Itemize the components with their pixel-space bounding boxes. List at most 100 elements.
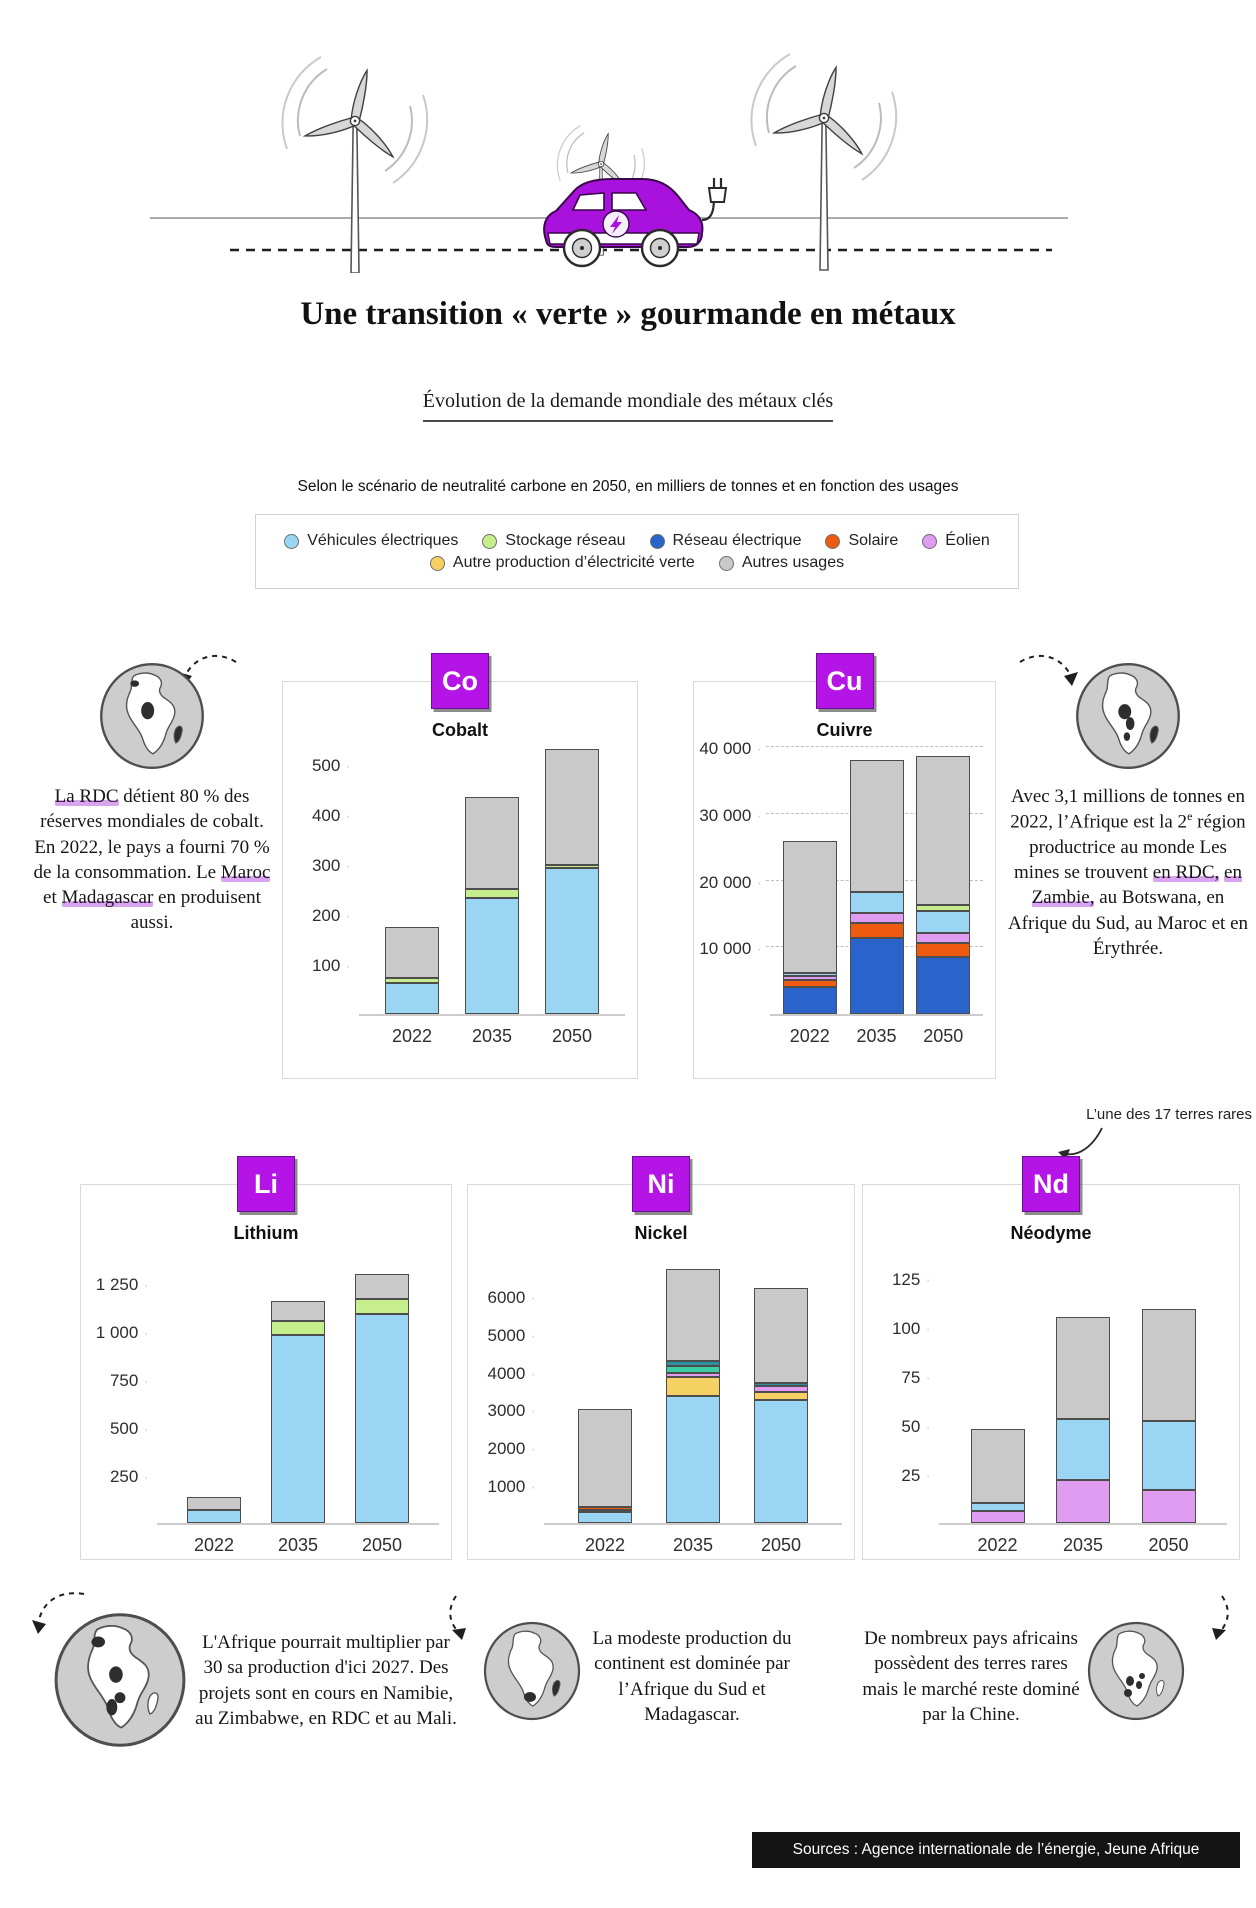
text-run: et (43, 887, 62, 909)
y-tick-label: 6000 (488, 1288, 537, 1307)
bar-segment-autres (187, 1497, 241, 1510)
metal-name: Néodyme (1010, 1223, 1092, 1243)
legend-dot-icon (649, 533, 665, 549)
bar-segment-reseau (666, 1361, 720, 1366)
bar-segment-autres (271, 1301, 325, 1322)
bar-segment-autre_prod (754, 1391, 808, 1400)
x-tick-label: 2035 (856, 1026, 897, 1046)
x-axis-labels: 2022 2035 2050 (359, 1026, 625, 1047)
y-tick-label: 200 (312, 907, 351, 925)
africa-globe-icon (1074, 662, 1182, 770)
legend-row: Autre production d’électricité verte Autr… (266, 554, 1008, 572)
electric-car-icon (543, 178, 728, 268)
bar-segment-ve (545, 868, 599, 1014)
legend-dot-icon (825, 533, 841, 549)
x-tick-label: 2035 (277, 1535, 319, 1555)
y-tick-label: 30 000 (699, 807, 762, 825)
highlighted-text: en RDC, (1152, 862, 1220, 884)
x-tick-label: 2022 (584, 1535, 626, 1555)
x-tick-label: 2050 (361, 1535, 403, 1555)
note-cobalt-text: La RDC détient 80 % des réserves mondial… (28, 784, 276, 936)
legend-item-stockage: Stockage réseau (482, 532, 626, 550)
y-axis: 250 500 750 1 000 1 250 (87, 1260, 157, 1525)
y-tick-label: 75 (901, 1368, 931, 1387)
x-tick-label: 2050 (760, 1535, 802, 1555)
bar-segment-ve (666, 1396, 720, 1523)
note-nickel: La modeste production du continent est d… (586, 1626, 798, 1727)
metal-name: Cuivre (816, 720, 873, 740)
bar-2022 (385, 926, 439, 1014)
metal-name: Cobalt (432, 720, 488, 740)
bar-segment-autres (970, 1428, 1025, 1504)
y-tick-label: 500 (312, 757, 351, 775)
wheel-icon (562, 228, 602, 268)
bar-segment-stockage (465, 889, 519, 898)
note-lithium-text: L'Afrique pourrait multiplier par 30 sa … (195, 1632, 457, 1729)
bar-segment-ve (754, 1399, 808, 1523)
bar-segment-ve (1141, 1420, 1196, 1490)
bar-segment-solaire (782, 980, 837, 987)
bar-2035 (666, 1269, 720, 1523)
y-tick-label: 20 000 (699, 873, 762, 892)
bar-segment-eolien (1056, 1479, 1110, 1523)
legend-item-autre_prod: Autre production d’électricité verte (429, 554, 695, 572)
metal-name: Lithium (233, 1223, 299, 1243)
y-tick-label: 1 250 (96, 1275, 149, 1294)
y-tick-label: 1 000 (96, 1323, 149, 1342)
y-tick-label: 400 (312, 807, 351, 825)
lightning-icon (610, 215, 622, 234)
bar-segment-stockage (271, 1321, 325, 1335)
sources-bar: Sources : Agence internationale de l’éne… (752, 1832, 1240, 1868)
legend-row: Véhicules électriques Stockage réseau Rése… (266, 532, 1008, 550)
y-tick-label: 2000 (488, 1440, 537, 1458)
highlighted-text: La RDC (54, 786, 119, 807)
legend-label: Autre production d’électricité verte (452, 554, 695, 571)
legend-dot-icon (922, 533, 938, 549)
bar-2022 (782, 840, 837, 1014)
bar-2035 (849, 760, 904, 1014)
bar-segment-reseau (782, 986, 837, 1014)
x-axis-labels: 2022 2035 2050 (157, 1535, 439, 1556)
plot-area (939, 1260, 1227, 1525)
element-badge-co: Co (431, 653, 489, 709)
wheel-icon (640, 228, 680, 268)
bar-segment-stockage (666, 1365, 720, 1373)
bar-segment-stockage (545, 865, 599, 868)
bar-segment-ve (187, 1509, 241, 1523)
scenario-caption: Selon le scénario de neutralité carbone … (297, 478, 959, 495)
element-badge-li: Li (237, 1156, 295, 1212)
y-tick-label: 300 (312, 857, 351, 875)
bar-2050 (916, 756, 971, 1014)
legend-dot-icon (482, 533, 498, 549)
bar-segment-eolien (1141, 1489, 1196, 1523)
chart-panel-neodyme: Nd Néodyme 25 50 75 100 125 2022 2035 2050 (862, 1156, 1240, 1560)
bar-segment-eolien (849, 913, 904, 923)
note-lithium: L'Afrique pourrait multiplier par 30 sa … (192, 1630, 460, 1731)
y-axis: 1000 2000 3000 4000 5000 6000 (474, 1260, 544, 1525)
note-nickel-text: La modeste production du continent est d… (592, 1628, 792, 1725)
bar-segment-autres (465, 796, 519, 889)
bar-segment-solaire (916, 942, 971, 957)
legend-item-ve: Véhicules électriques (284, 532, 458, 550)
element-badge-ni: Ni (632, 1156, 690, 1212)
text-run: au Botswana, en Afrique du Sud, au Maroc… (1007, 887, 1249, 959)
y-tick-label: 10 000 (699, 940, 762, 958)
x-tick-label: 2050 (923, 1026, 964, 1046)
wind-turbine-icon (281, 56, 429, 273)
x-tick-label: 2022 (977, 1535, 1018, 1555)
chart-panel-nickel: Ni Nickel 100020003000400050006000 20222… (467, 1156, 855, 1560)
text-run: en produisent aussi. (130, 887, 261, 934)
africa-globe-icon (482, 1614, 582, 1728)
y-tick-label: 3000 (488, 1402, 537, 1420)
plot-area (766, 736, 983, 1016)
legend-label: Véhicules électriques (307, 532, 459, 549)
bar-2022 (578, 1408, 632, 1523)
plug-icon (707, 178, 728, 203)
africa-globe-icon (98, 662, 206, 770)
legend-item-solaire: Solaire (825, 532, 898, 550)
page-subtitle: Évolution de la demande mondiale des mét… (422, 390, 834, 422)
bar-segment-stockage (916, 904, 971, 911)
bar-segment-eolien (970, 1511, 1025, 1523)
legend-item-reseau: Réseau électrique (649, 532, 801, 550)
x-tick-label: 2022 (193, 1535, 235, 1555)
